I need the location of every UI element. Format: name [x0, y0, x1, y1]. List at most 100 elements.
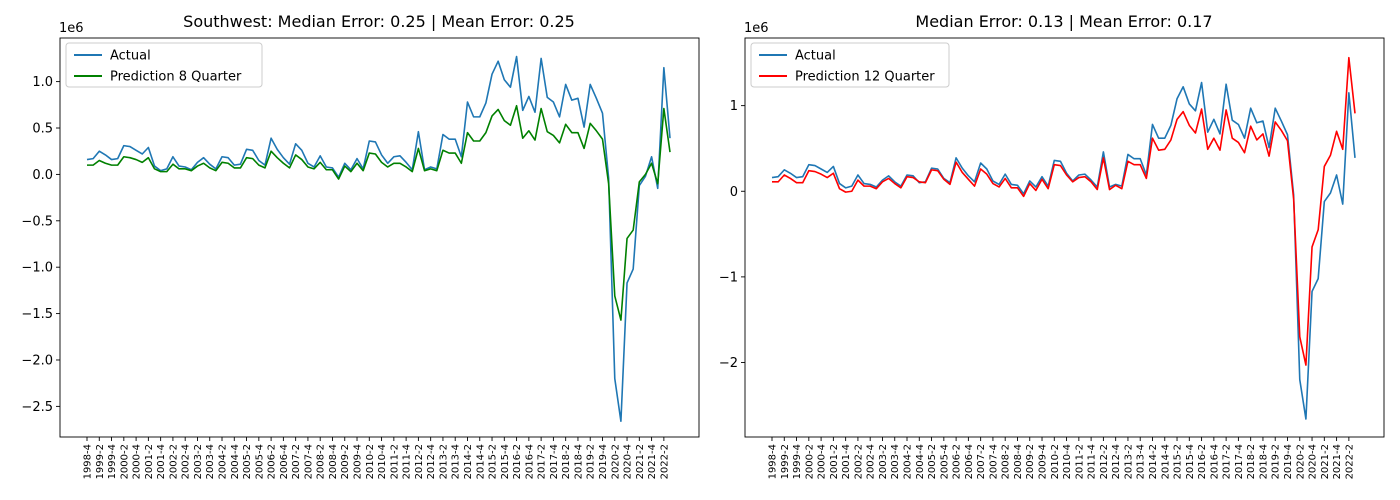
x-tick-label: 2021-2 [1320, 444, 1331, 479]
x-tick-label: 1998-4 [83, 444, 94, 479]
x-tick-label: 2007-4 [303, 444, 314, 479]
x-tick-label: 2005-2 [927, 444, 938, 479]
legend: Actual Prediction 12 Quarter [750, 42, 950, 88]
x-tick-label: 2007-2 [291, 444, 302, 479]
x-tick-label: 2020-4 [1308, 444, 1319, 479]
x-tick-label: 2013-2 [438, 444, 449, 479]
y-tick-label: −1.5 [21, 307, 53, 322]
x-tick-label: 2005-4 [939, 444, 950, 479]
x-tick-label: 2004-2 [903, 444, 914, 479]
x-tick-label: 2016-2 [1197, 444, 1208, 479]
y-tick-label: −0.5 [21, 214, 53, 229]
chart-southwest: Southwest: Median Error: 0.25 | Mean Err… [21, 12, 700, 479]
legend-label: Actual [795, 49, 836, 64]
x-tick-label: 2008-4 [1013, 444, 1024, 479]
x-tick-label: 2016-4 [1209, 444, 1220, 479]
x-tick-label: 2002-4 [181, 444, 192, 479]
y-tick-label: 0 [730, 185, 738, 200]
x-tick-label: 2004-2 [218, 444, 229, 479]
series-line-actual [771, 81, 1356, 420]
x-tick-label: 1999-4 [792, 444, 803, 479]
x-tick-label: 2012-2 [414, 444, 425, 479]
x-tick-label: 2010-4 [1062, 444, 1073, 479]
x-tick-label: 2019-4 [1283, 444, 1294, 479]
x-tick-label: 2006-4 [964, 444, 975, 479]
x-tick-label: 2010-4 [377, 444, 388, 479]
x-tick-label: 2020-2 [1295, 444, 1306, 479]
chart-title: Median Error: 0.13 | Mean Error: 0.17 [915, 12, 1212, 31]
legend-box [65, 42, 263, 88]
x-tick-label: 2017-2 [537, 444, 548, 479]
x-tick-label: 2018-2 [561, 444, 572, 479]
x-tick-label: 2018-4 [573, 444, 584, 479]
legend-label: Prediction 12 Quarter [795, 70, 935, 85]
y-tick-label: −2.5 [21, 400, 53, 415]
x-tick-label: 2017-2 [1222, 444, 1233, 479]
x-tick-label: 2015-4 [500, 444, 511, 479]
x-tick-label: 2003-2 [878, 444, 889, 479]
x-tick-label: 2021-4 [1332, 444, 1343, 479]
x-tick-label: 2009-4 [353, 444, 364, 479]
x-tick-label: 2000-2 [804, 444, 815, 479]
x-tick-label: 2011-4 [1087, 444, 1098, 479]
legend-label: Prediction 8 Quarter [110, 70, 242, 85]
y-tick-label: 0.0 [32, 168, 53, 183]
x-tick-label: 2005-2 [242, 444, 253, 479]
x-tick-label: 2016-2 [512, 444, 523, 479]
x-tick-label: 2001-2 [829, 444, 840, 479]
x-tick-label: 2006-2 [267, 444, 278, 479]
x-tick-label: 2020-2 [610, 444, 621, 479]
x-tick-label: 2011-2 [389, 444, 400, 479]
x-tick-label: 2009-4 [1038, 444, 1049, 479]
x-tick-label: 2001-4 [841, 444, 852, 479]
x-tick-label: 1999-2 [95, 444, 106, 479]
x-tick-label: 2001-4 [156, 444, 167, 479]
series-line-actual [86, 55, 671, 423]
x-tick-label: 2010-2 [365, 444, 376, 479]
legend: Actual Prediction 8 Quarter [65, 42, 263, 88]
x-tick-label: 2009-2 [340, 444, 351, 479]
x-tick-label: 2019-2 [586, 444, 597, 479]
x-tick-label: 2001-2 [144, 444, 155, 479]
x-tick-label: 2009-2 [1025, 444, 1036, 479]
x-tick-label: 2012-4 [426, 444, 437, 479]
x-tick-label: 2002-2 [853, 444, 864, 479]
x-tick-label: 2013-4 [1136, 444, 1147, 479]
y-tick-label: −2.0 [21, 353, 53, 368]
x-tick-label: 2002-4 [866, 444, 877, 479]
chart-second: Median Error: 0.13 | Mean Error: 0.17 1e… [719, 12, 1385, 479]
axes-frame [59, 37, 700, 438]
x-tick-label: 2007-4 [988, 444, 999, 479]
x-tick-label: 2005-4 [254, 444, 265, 479]
x-tick-label: 2022-2 [659, 444, 670, 479]
series-line-prediction [87, 104, 671, 321]
x-tick-label: 2021-2 [635, 444, 646, 479]
x-tick-label: 2021-4 [647, 444, 658, 479]
axes-frame [744, 37, 1385, 438]
x-tick-label: 2003-4 [890, 444, 901, 479]
x-tick-label: 2003-4 [205, 444, 216, 479]
x-tick-label: 2019-2 [1271, 444, 1282, 479]
x-tick-label: 2014-2 [1148, 444, 1159, 479]
y-offset-label: 1e6 [59, 21, 84, 36]
x-tick-label: 2014-2 [463, 444, 474, 479]
x-tick-label: 2017-4 [1234, 444, 1245, 479]
legend-label: Actual [110, 49, 151, 64]
x-tick-label: 1999-2 [780, 444, 791, 479]
x-tick-label: 2015-2 [488, 444, 499, 479]
series-line-prediction [772, 56, 1356, 366]
x-tick-label: 2004-4 [230, 444, 241, 479]
y-tick-label: −1.0 [21, 261, 53, 276]
x-tick-label: 2008-4 [328, 444, 339, 479]
x-tick-label: 2020-4 [623, 444, 634, 479]
x-tick-label: 2015-2 [1173, 444, 1184, 479]
x-tick-label: 2004-4 [915, 444, 926, 479]
x-tick-label: 2013-4 [451, 444, 462, 479]
x-tick-label: 2015-4 [1185, 444, 1196, 479]
x-tick-label: 2012-2 [1099, 444, 1110, 479]
x-tick-label: 2014-4 [1160, 444, 1171, 479]
y-tick-label: 0.5 [32, 122, 53, 137]
y-offset-label: 1e6 [744, 21, 769, 36]
